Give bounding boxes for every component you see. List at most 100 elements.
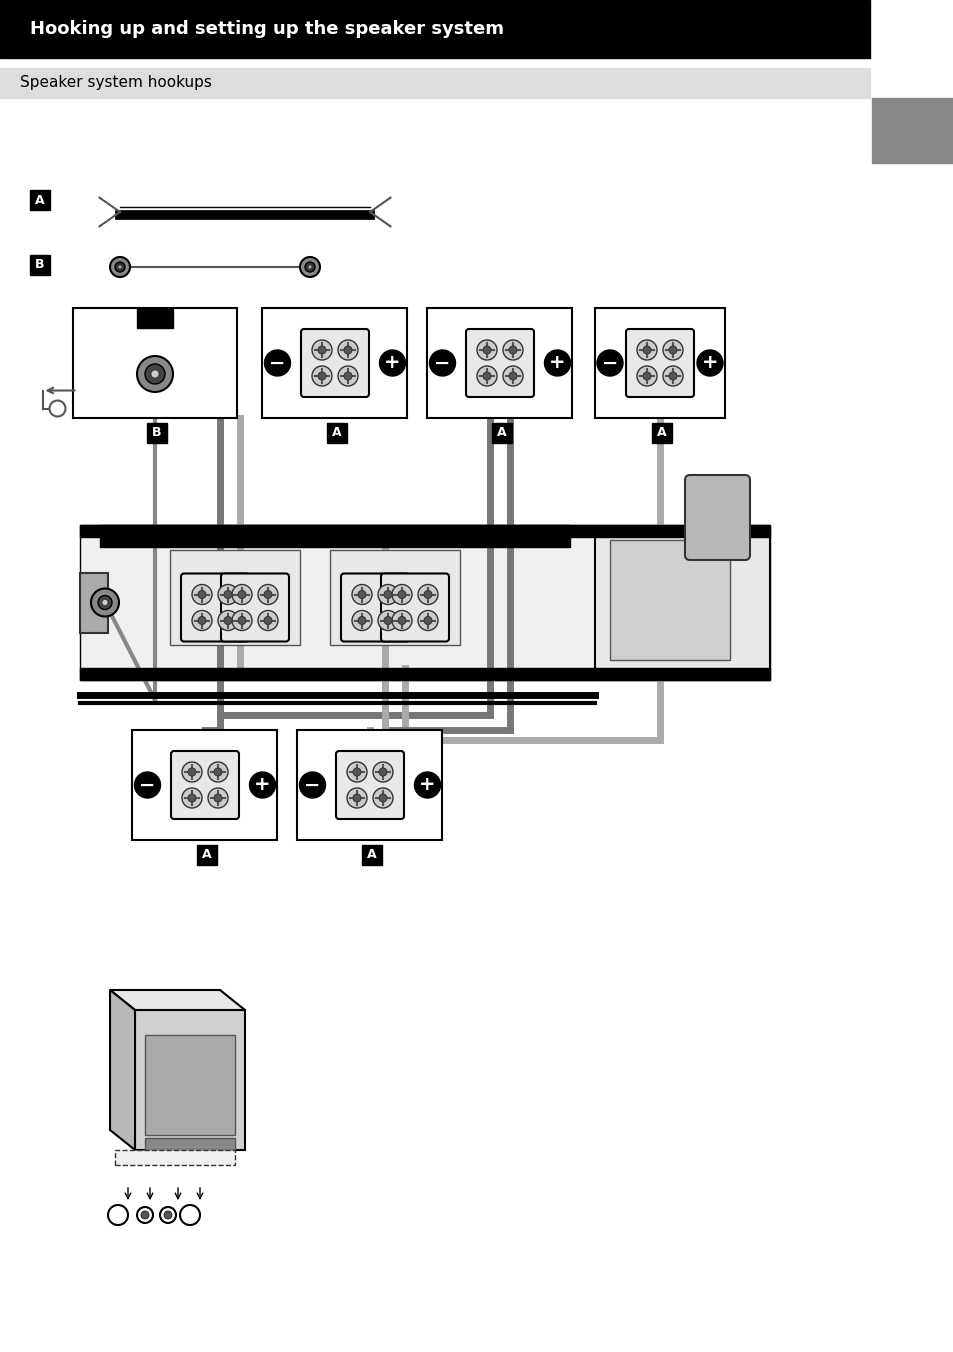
Circle shape bbox=[662, 339, 682, 360]
Circle shape bbox=[476, 339, 497, 360]
Circle shape bbox=[134, 772, 160, 798]
Bar bbox=[492, 423, 512, 443]
Circle shape bbox=[208, 788, 228, 808]
Circle shape bbox=[353, 768, 360, 776]
Circle shape bbox=[102, 599, 108, 606]
Circle shape bbox=[305, 262, 314, 272]
Circle shape bbox=[299, 257, 319, 277]
Text: −: − bbox=[304, 776, 320, 795]
FancyBboxPatch shape bbox=[625, 329, 693, 397]
Circle shape bbox=[312, 366, 332, 387]
Circle shape bbox=[417, 584, 437, 604]
Circle shape bbox=[417, 611, 437, 630]
Circle shape bbox=[377, 611, 397, 630]
FancyBboxPatch shape bbox=[181, 573, 249, 641]
Circle shape bbox=[377, 584, 397, 604]
Bar bbox=[595, 529, 769, 675]
Bar bbox=[196, 845, 216, 865]
Circle shape bbox=[544, 350, 570, 376]
Circle shape bbox=[257, 611, 277, 630]
Circle shape bbox=[476, 366, 497, 387]
Text: −: − bbox=[139, 776, 155, 795]
Text: Speaker system hookups: Speaker system hookups bbox=[20, 76, 212, 91]
Circle shape bbox=[637, 366, 657, 387]
Polygon shape bbox=[110, 990, 135, 1151]
FancyBboxPatch shape bbox=[340, 573, 409, 641]
FancyBboxPatch shape bbox=[171, 750, 239, 819]
Circle shape bbox=[347, 788, 367, 808]
Circle shape bbox=[308, 265, 312, 269]
Circle shape bbox=[264, 617, 272, 625]
Circle shape bbox=[91, 588, 119, 617]
Circle shape bbox=[218, 584, 237, 604]
Bar bbox=[80, 525, 769, 680]
Circle shape bbox=[423, 591, 432, 599]
Bar bbox=[80, 572, 108, 633]
Text: −: − bbox=[269, 353, 285, 373]
Circle shape bbox=[662, 366, 682, 387]
Circle shape bbox=[357, 591, 366, 599]
Circle shape bbox=[502, 339, 522, 360]
Circle shape bbox=[347, 763, 367, 781]
Bar bbox=[0, 0, 869, 58]
Circle shape bbox=[509, 372, 517, 380]
FancyBboxPatch shape bbox=[465, 329, 534, 397]
Bar bbox=[361, 845, 381, 865]
Circle shape bbox=[378, 794, 387, 802]
Circle shape bbox=[188, 768, 195, 776]
Text: +: + bbox=[254, 776, 271, 795]
Circle shape bbox=[353, 794, 360, 802]
FancyBboxPatch shape bbox=[221, 573, 289, 641]
Circle shape bbox=[198, 591, 206, 599]
Circle shape bbox=[337, 339, 357, 360]
Circle shape bbox=[160, 1207, 175, 1224]
Bar bbox=[297, 730, 442, 840]
Bar bbox=[170, 550, 299, 645]
Bar bbox=[30, 191, 50, 210]
Bar bbox=[115, 1151, 234, 1165]
Circle shape bbox=[482, 346, 491, 354]
Circle shape bbox=[237, 617, 246, 625]
Circle shape bbox=[213, 768, 222, 776]
FancyBboxPatch shape bbox=[684, 475, 749, 560]
Text: A: A bbox=[35, 193, 45, 207]
Circle shape bbox=[188, 794, 195, 802]
Text: A: A bbox=[497, 426, 506, 439]
Circle shape bbox=[232, 611, 252, 630]
Circle shape bbox=[397, 617, 406, 625]
Text: A: A bbox=[657, 426, 666, 439]
Circle shape bbox=[208, 763, 228, 781]
FancyBboxPatch shape bbox=[301, 329, 369, 397]
Circle shape bbox=[357, 617, 366, 625]
Circle shape bbox=[192, 611, 212, 630]
Circle shape bbox=[224, 591, 232, 599]
Circle shape bbox=[141, 1211, 149, 1220]
Circle shape bbox=[642, 372, 650, 380]
Circle shape bbox=[180, 1205, 200, 1225]
Circle shape bbox=[237, 591, 246, 599]
Circle shape bbox=[509, 346, 517, 354]
Circle shape bbox=[192, 584, 212, 604]
Circle shape bbox=[299, 772, 325, 798]
Bar bbox=[145, 1138, 234, 1151]
Circle shape bbox=[264, 591, 272, 599]
Circle shape bbox=[312, 339, 332, 360]
FancyBboxPatch shape bbox=[380, 573, 449, 641]
Text: B: B bbox=[152, 426, 162, 439]
Circle shape bbox=[344, 372, 352, 380]
Circle shape bbox=[597, 350, 622, 376]
Circle shape bbox=[697, 350, 722, 376]
Circle shape bbox=[257, 584, 277, 604]
Bar bbox=[651, 423, 671, 443]
Circle shape bbox=[384, 617, 392, 625]
Circle shape bbox=[379, 350, 405, 376]
Bar bbox=[147, 423, 167, 443]
Circle shape bbox=[344, 346, 352, 354]
Circle shape bbox=[115, 262, 125, 272]
Circle shape bbox=[352, 584, 372, 604]
Circle shape bbox=[378, 768, 387, 776]
Circle shape bbox=[145, 364, 165, 384]
Circle shape bbox=[198, 617, 206, 625]
Circle shape bbox=[110, 257, 130, 277]
Circle shape bbox=[642, 346, 650, 354]
